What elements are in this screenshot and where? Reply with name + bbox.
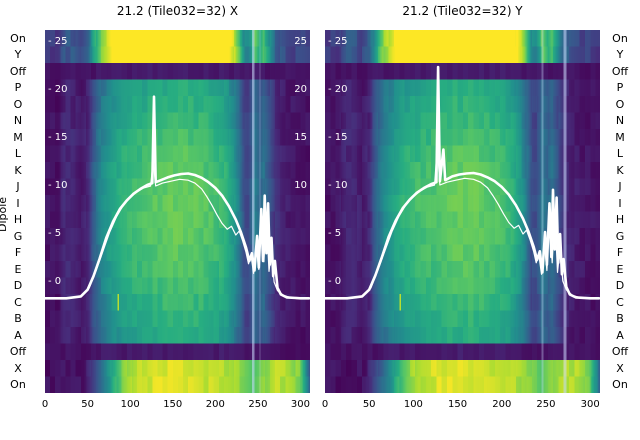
overlay-tick-label-left: - 15	[328, 132, 348, 143]
dipole-label: F	[616, 246, 624, 260]
dipole-label: G	[13, 229, 23, 243]
dipole-label: M	[13, 130, 23, 144]
dipole-label: N	[13, 114, 23, 128]
panel-x-title: 21.2 (Tile032=32) X	[116, 4, 239, 18]
dipole-label: A	[14, 328, 22, 342]
overlay-tick-label-right: 15	[294, 132, 307, 143]
dipole-label: On	[612, 31, 628, 45]
dipole-label: J	[16, 180, 20, 194]
overlay-tick-label-right: 25	[294, 36, 307, 47]
dipole-label: Off	[9, 64, 27, 78]
x-axis-tick-label: 250	[536, 399, 556, 410]
dipole-label: C	[14, 295, 22, 309]
x-axis-tick-label: 100	[120, 399, 140, 410]
overlay-tick-label-left: - 20	[48, 84, 68, 95]
overlay-tick-label-right: 20	[294, 84, 307, 95]
dipole-label: O	[615, 97, 625, 111]
panel-y-title: 21.2 (Tile032=32) Y	[402, 4, 523, 18]
x-axis-tick-label: 0	[41, 399, 49, 410]
overlay-tick-label-left: - 5	[48, 228, 62, 239]
x-axis-tick-label: 200	[492, 399, 512, 410]
overlay-tick-label-left: - 0	[48, 276, 62, 287]
x-axis-tick-label: 50	[81, 399, 94, 410]
x-axis-tick-label: 200	[205, 399, 225, 410]
dipole-label: Off	[9, 345, 27, 359]
dipole-label: M	[615, 130, 625, 144]
dipole-label: On	[612, 378, 628, 392]
dipole-label: I	[618, 196, 622, 210]
dipole-label: B	[616, 312, 624, 326]
overlay-tick-label-left: - 10	[328, 180, 348, 191]
bandpass-line-overlay-x	[45, 95, 310, 300]
overlay-tick-label-left: - 5	[328, 228, 342, 239]
dipole-label: Y	[616, 48, 624, 62]
overlay-tick-label-left: - 20	[328, 84, 348, 95]
dipole-label: I	[16, 196, 20, 210]
dipole-label: P	[616, 81, 624, 95]
x-axis-tick-label: 0	[321, 399, 329, 410]
dipole-label: B	[14, 312, 22, 326]
overlay-tick-label-right: 10	[294, 180, 307, 191]
dipole-label: G	[615, 229, 625, 243]
overlay-tick-label-left: - 25	[48, 36, 68, 47]
bandpass-line	[325, 65, 600, 300]
x-axis-tick-label: 300	[290, 399, 311, 410]
dipole-label: Y	[14, 48, 22, 62]
dipole-label: On	[10, 378, 26, 392]
bandpass-line-overlay-y	[325, 65, 600, 300]
x-axis-tick-label: 50	[362, 399, 376, 410]
dipole-label: E	[616, 262, 624, 276]
dipole-label: C	[616, 295, 624, 309]
dipole-labels-left: On Y Off P O N M L K J I H G F E D C B A Off X On	[6, 30, 30, 393]
dipole-label: Off	[611, 64, 629, 78]
overlay-tick-label-left: - 10	[48, 180, 68, 191]
dipole-label: X	[616, 361, 624, 375]
dipole-label: P	[14, 81, 22, 95]
dipole-label: D	[615, 279, 625, 293]
dipole-label: A	[616, 328, 624, 342]
x-axis-tick-label: 250	[248, 399, 268, 410]
x-axis-tick-label: 150	[163, 399, 183, 410]
dipole-label: Off	[611, 345, 629, 359]
dipole-label: O	[13, 97, 23, 111]
dipole-label: K	[14, 163, 22, 177]
dipole-label: H	[13, 213, 23, 227]
x-axis-tick-label: 100	[403, 399, 423, 410]
dipole-label: X	[14, 361, 22, 375]
dipole-label: D	[13, 279, 23, 293]
dipole-label: L	[14, 147, 22, 161]
bandpass-line	[45, 95, 310, 300]
dipole-label: On	[10, 31, 26, 45]
dipole-label: H	[615, 213, 625, 227]
heatmap-panel-x: - 25 - 20 - 15 - 10 - 5 - 0 25 20 15 10	[45, 30, 310, 393]
dipole-label: E	[14, 262, 22, 276]
overlay-tick-label-left: - 25	[328, 36, 348, 47]
x-axis-tick-label: 150	[448, 399, 468, 410]
overlay-tick-label-left: - 0	[328, 276, 342, 287]
dipole-label: F	[14, 246, 22, 260]
x-axis-tick-label: 300	[580, 399, 600, 410]
dipole-labels-right: On Y Off P O N M L K J I H G F E D C B A Off X On	[606, 30, 634, 393]
overlay-tick-label-left: - 15	[48, 132, 68, 143]
dipole-label: N	[615, 114, 625, 128]
heatmap-panel-y: - 25 - 20 - 15 - 10 - 5 - 0	[325, 30, 600, 393]
dipole-label: K	[616, 163, 624, 177]
dipole-label: J	[618, 180, 622, 194]
dipole-label: L	[616, 147, 624, 161]
